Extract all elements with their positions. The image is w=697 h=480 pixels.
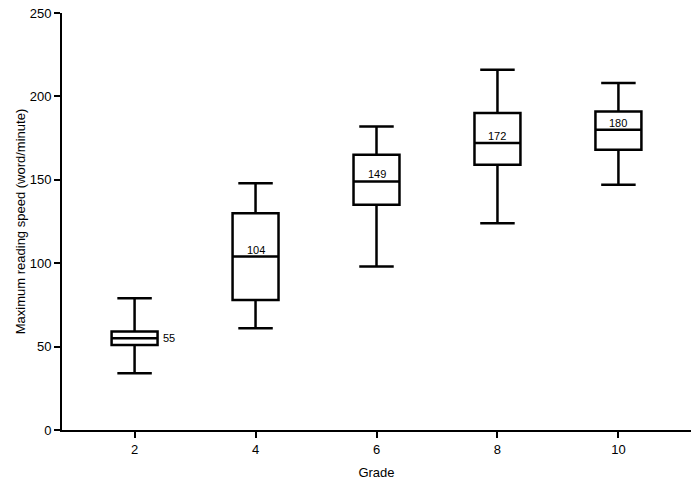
svg-text:Maximum reading speed (word/mi: Maximum reading speed (word/minute) [13,109,28,334]
svg-text:50: 50 [37,339,51,354]
svg-text:6: 6 [373,442,380,457]
svg-text:149: 149 [368,168,386,180]
svg-text:8: 8 [494,442,501,457]
svg-text:172: 172 [488,130,506,142]
svg-text:104: 104 [247,244,265,256]
svg-text:2: 2 [131,442,138,457]
svg-text:250: 250 [30,6,52,21]
svg-text:150: 150 [30,172,52,187]
svg-text:4: 4 [252,442,259,457]
svg-text:Grade: Grade [358,465,394,480]
svg-text:0: 0 [44,423,51,438]
svg-text:200: 200 [30,89,52,104]
svg-text:55: 55 [163,332,175,344]
svg-text:100: 100 [30,256,52,271]
svg-text:10: 10 [611,442,625,457]
svg-text:180: 180 [609,117,627,129]
